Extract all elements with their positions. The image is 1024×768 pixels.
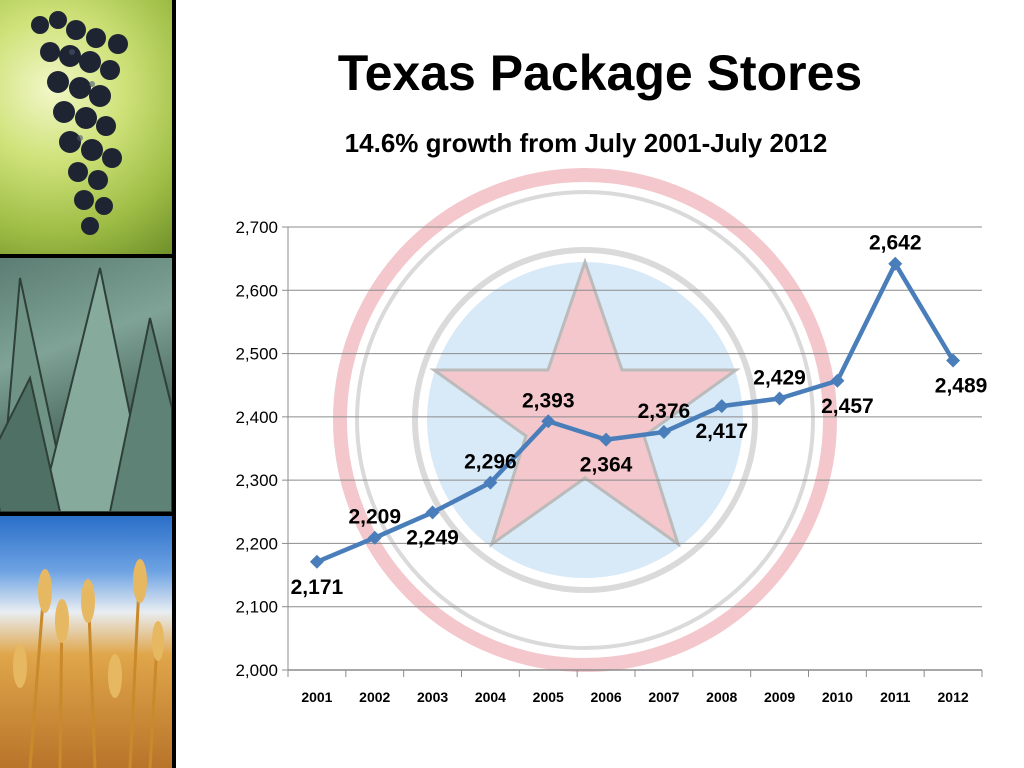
gridlines — [288, 226, 982, 671]
association-seal-watermark — [333, 168, 837, 672]
x-tick-label: 2009 — [764, 689, 795, 705]
agave-illustration — [0, 267, 172, 512]
data-label: 2,171 — [291, 576, 344, 599]
grapes-photo — [0, 0, 172, 254]
x-tick-label: 2004 — [475, 689, 506, 705]
data-point-marker — [309, 554, 324, 569]
data-point-marker — [541, 414, 556, 429]
x-tick-label: 2008 — [706, 689, 737, 705]
data-point-marker — [830, 373, 845, 388]
data-point-marker — [888, 256, 903, 271]
y-tick-label: 2,500 — [235, 345, 278, 364]
y-axis-tick-labels: 2,000 2,100 2,200 2,300 2,400 2,500 2,600 2,700 — [235, 218, 278, 680]
series-line — [316, 261, 956, 564]
data-point-marker — [946, 353, 961, 368]
y-tick-label: 2,400 — [235, 408, 278, 427]
grapes-illustration — [31, 11, 128, 235]
y-tick-label: 2,100 — [235, 598, 278, 617]
x-tick-label: 2001 — [301, 689, 332, 705]
data-label: 2,393 — [522, 389, 575, 412]
data-label: 2,417 — [695, 420, 748, 443]
y-tick-label: 2,000 — [235, 661, 278, 680]
x-tick-label: 2006 — [591, 689, 622, 705]
data-point-marker — [656, 425, 671, 440]
photo-strip — [0, 0, 176, 768]
data-label: 2,457 — [821, 395, 874, 418]
y-tick-label: 2,700 — [235, 218, 278, 237]
wheat-photo — [0, 516, 172, 768]
data-label: 2,429 — [753, 367, 806, 390]
page-subtitle: 14.6% growth from July 2001-July 2012 — [344, 128, 828, 158]
data-label: 2,376 — [638, 400, 691, 423]
data-point-marker — [425, 505, 440, 520]
data-point-marker — [714, 399, 729, 414]
data-label: 2,364 — [580, 454, 633, 477]
data-point-marker — [483, 475, 498, 490]
x-tick-label: 2012 — [938, 689, 969, 705]
data-label: 2,489 — [935, 375, 988, 398]
y-tick-label: 2,600 — [235, 281, 278, 300]
series-line-path — [316, 261, 956, 564]
x-tick-label: 2011 — [880, 689, 911, 705]
x-tick-label: 2005 — [533, 689, 564, 705]
x-tick-label: 2003 — [417, 689, 448, 705]
wheat-illustration — [13, 559, 164, 768]
data-point-marker — [772, 391, 787, 406]
y-tick-label: 2,200 — [235, 534, 278, 553]
x-axis-tick-labels: 2001 2002 2003 2004 2005 2006 2007 2008 2009 2010… — [301, 689, 969, 705]
data-label: 2,209 — [348, 506, 401, 529]
series-markers — [309, 256, 961, 569]
data-point-marker — [367, 530, 382, 545]
axes — [282, 226, 983, 677]
data-label: 2,296 — [464, 451, 517, 474]
x-tick-label: 2002 — [359, 689, 390, 705]
agave-photo — [0, 258, 172, 512]
page-title: Texas Package Stores — [337, 45, 863, 101]
line-chart: 2,000 2,100 2,200 2,300 2,400 2,500 2,600 2,700… — [235, 168, 988, 705]
x-tick-label: 2007 — [648, 689, 679, 705]
data-label: 2,642 — [869, 232, 922, 255]
x-tick-label: 2010 — [822, 689, 853, 705]
data-label: 2,249 — [406, 526, 459, 549]
y-tick-label: 2,300 — [235, 471, 278, 490]
data-point-marker — [599, 432, 614, 447]
